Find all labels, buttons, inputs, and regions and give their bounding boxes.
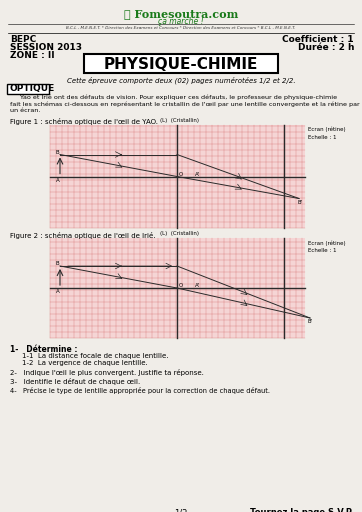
Text: A': A' <box>195 172 200 177</box>
Bar <box>50 238 305 338</box>
Text: ✦ Fomesoutra.com: ✦ Fomesoutra.com <box>124 8 238 19</box>
Text: 1-   Détermine :: 1- Détermine : <box>10 345 77 354</box>
Text: 1-1  La distance focale de chaque lentille.: 1-1 La distance focale de chaque lentill… <box>22 353 168 359</box>
Text: Ecran (rétine): Ecran (rétine) <box>308 127 346 133</box>
Text: (L)  (Cristallin): (L) (Cristallin) <box>160 118 198 123</box>
Text: 2-   Indique l'œil le plus convergent. Justifie ta réponse.: 2- Indique l'œil le plus convergent. Jus… <box>10 369 204 376</box>
Text: O: O <box>179 172 183 177</box>
Text: B: B <box>56 150 60 155</box>
Text: A: A <box>56 289 60 294</box>
Text: ZONE : II: ZONE : II <box>10 51 55 60</box>
Text: 3-   Identifie le défaut de chaque œil.: 3- Identifie le défaut de chaque œil. <box>10 378 140 385</box>
Text: Ecran (rétine): Ecran (rétine) <box>308 240 346 245</box>
Text: (L)  (Cristallin): (L) (Cristallin) <box>160 231 198 236</box>
Text: B': B' <box>297 200 302 204</box>
FancyBboxPatch shape <box>7 84 49 94</box>
Text: A: A <box>56 178 60 182</box>
Text: Tournez la page S.V.P.: Tournez la page S.V.P. <box>250 508 354 512</box>
Text: 1-2  La vergence de chaque lentille.: 1-2 La vergence de chaque lentille. <box>22 360 148 366</box>
FancyBboxPatch shape <box>84 54 278 73</box>
Text: Echelle : 1: Echelle : 1 <box>308 135 337 140</box>
Text: un écran.: un écran. <box>10 108 41 113</box>
Text: A': A' <box>195 283 200 288</box>
Text: BEPC: BEPC <box>10 35 36 44</box>
Text: B': B' <box>308 319 313 324</box>
Text: SESSION 2013: SESSION 2013 <box>10 43 82 52</box>
Text: fait les schémas ci-dessous en représentant le cristallin de l'œil par une lenti: fait les schémas ci-dessous en représent… <box>10 101 360 107</box>
Text: PHYSIQUE-CHIMIE: PHYSIQUE-CHIMIE <box>104 57 258 72</box>
Text: Echelle : 1: Echelle : 1 <box>308 248 337 253</box>
Text: OPTIQUE: OPTIQUE <box>10 84 55 93</box>
Text: Coefficient : 1: Coefficient : 1 <box>282 35 354 44</box>
Text: Figure 2 : schéma optique de l'œil de Irié.: Figure 2 : schéma optique de l'œil de Ir… <box>10 232 156 239</box>
Text: Durée : 2 h: Durée : 2 h <box>298 43 354 52</box>
Text: 1/2: 1/2 <box>174 508 188 512</box>
Text: 4-   Précise le type de lentille appropriée pour la correction de chaque défaut.: 4- Précise le type de lentille approprié… <box>10 387 270 394</box>
Text: Figure 1 : schéma optique de l'œil de YAO.: Figure 1 : schéma optique de l'œil de YA… <box>10 118 158 125</box>
Text: Yao et Irié ont des défauts de vision. Pour expliquer ces défauts, le professeur: Yao et Irié ont des défauts de vision. P… <box>10 95 337 100</box>
Bar <box>50 125 305 228</box>
Text: ça marche !: ça marche ! <box>158 17 204 26</box>
Text: Cette épreuve comporte deux (02) pages numérotées 1/2 et 2/2.: Cette épreuve comporte deux (02) pages n… <box>67 76 295 83</box>
Text: O: O <box>179 283 183 288</box>
Text: B.C.L - M.E.N.E.T. * Direction des Examens et Concours * Direction des Examens e: B.C.L - M.E.N.E.T. * Direction des Exame… <box>66 26 296 30</box>
Text: B: B <box>56 261 60 266</box>
